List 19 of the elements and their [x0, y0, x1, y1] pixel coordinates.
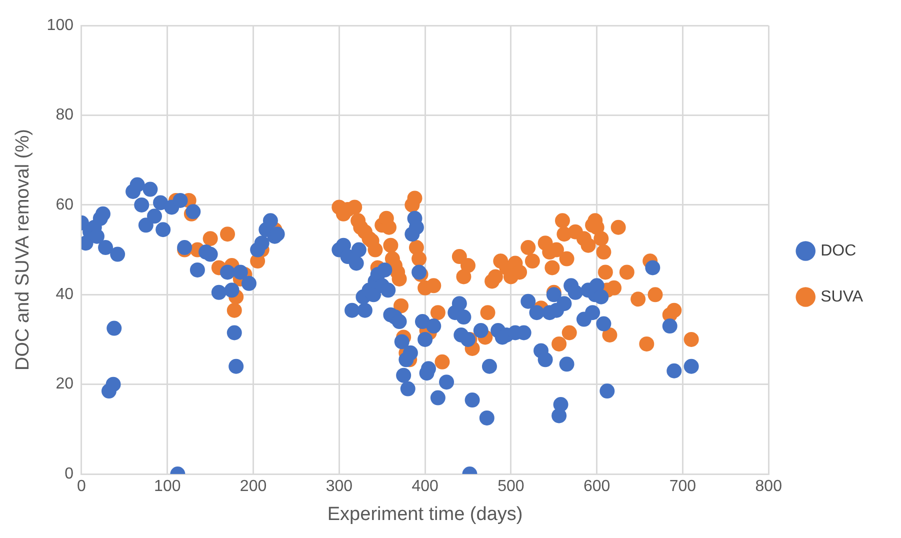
x-tick-label: 300: [326, 478, 353, 496]
x-tick-label: 500: [498, 478, 524, 496]
x-tick-label: 0: [77, 478, 86, 496]
y-tick-label: 60: [56, 196, 74, 214]
legend-label: SUVA: [820, 288, 864, 306]
x-tick-label: 700: [669, 478, 696, 496]
y-tick-label: 0: [64, 465, 74, 482]
x-tick-label: 100: [154, 478, 181, 496]
x-tick-label: 600: [583, 478, 610, 496]
x-tick-label: 200: [240, 478, 267, 496]
y-tick-label: 100: [46, 17, 74, 34]
legend-label: DOC: [820, 242, 856, 260]
y-tick-label: 20: [56, 376, 74, 393]
x-tick-label: 400: [412, 478, 438, 496]
x-axis-title: Experiment time (days): [327, 504, 523, 525]
x-tick-label: 800: [755, 478, 782, 496]
y-tick-label: 80: [56, 106, 74, 124]
y-tick-label: 40: [56, 286, 74, 304]
y-axis-title: DOC and SUVA removal (%): [12, 129, 34, 371]
